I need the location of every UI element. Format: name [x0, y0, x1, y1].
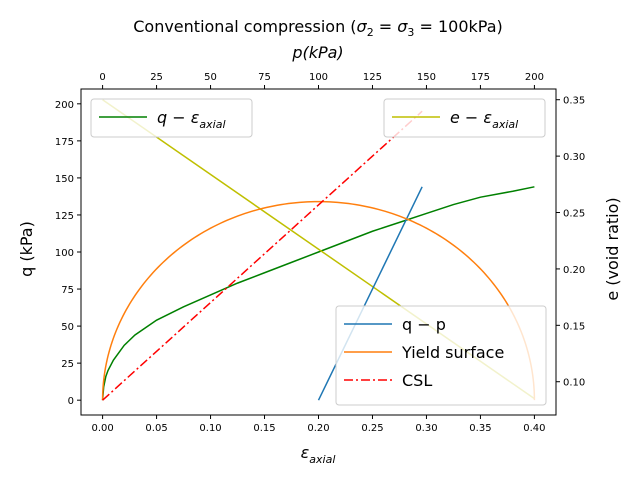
legend-label-csl: CSL — [402, 371, 432, 390]
left-tick-label: 0 — [68, 396, 74, 407]
left-axis-label: q (kPa) — [17, 221, 36, 277]
plot-frame — [80, 88, 557, 416]
right-tick-label: 0.35 — [563, 96, 585, 107]
legend-label-e-eps: e − εaxial — [450, 108, 518, 131]
bottom-tick-label: 0.35 — [469, 423, 491, 434]
left-tick-label: 25 — [61, 359, 74, 370]
legend-label-q-eps: q − εaxial — [157, 108, 226, 131]
left-tick-label: 75 — [61, 285, 74, 296]
bottom-tick-label: 0.30 — [415, 423, 437, 434]
top-tick-label: 100 — [309, 72, 328, 83]
left-tick-label: 50 — [61, 322, 74, 333]
series-csl-line — [102, 110, 423, 401]
top-tick-label: 25 — [150, 72, 163, 83]
legend-frame — [335, 305, 547, 406]
top-tick-label: 175 — [471, 72, 490, 83]
right-tick-label: 0.30 — [563, 152, 585, 163]
legend-frame — [90, 98, 253, 138]
left-tick-label: 175 — [55, 137, 74, 148]
legend-upper-left: q − εaxial — [90, 98, 253, 138]
bottom-tick-label: 0.00 — [91, 423, 113, 434]
right-tick-label: 0.25 — [563, 209, 585, 220]
bottom-tick-label: 0.20 — [307, 423, 329, 434]
top-tick-label: 75 — [258, 72, 271, 83]
chart-title: Conventional compression (σ2 = σ3 = 100k… — [133, 17, 503, 39]
right-tick-label: 0.20 — [563, 265, 585, 276]
right-tick-label: 0.15 — [563, 321, 585, 332]
left-tick-label: 125 — [55, 211, 74, 222]
right-axis-label: e (void ratio) — [603, 197, 622, 300]
bottom-tick-label: 0.15 — [253, 423, 275, 434]
bottom-tick-label: 0.10 — [199, 423, 221, 434]
top-tick-label: 0 — [99, 72, 105, 83]
top-tick-label: 125 — [363, 72, 382, 83]
bottom-tick-label: 0.05 — [145, 423, 167, 434]
series-q-eps-line — [101, 186, 535, 401]
legend-frame — [383, 98, 546, 138]
legend-lower-right: q − p Yield surface CSL — [335, 305, 547, 406]
left-tick-label: 200 — [55, 100, 74, 111]
top-tick-label: 150 — [417, 72, 436, 83]
bottom-tick-label: 0.40 — [523, 423, 545, 434]
bottom-axis-label: εaxial — [301, 443, 336, 466]
top-axis-label: p(kPa) — [291, 43, 343, 62]
legend-layer: q − εaxial e − εaxial q − p Yield surface CS… — [90, 98, 547, 406]
tick-layer: 0.00 0.05 0.10 0.15 0.20 0.25 0.30 0.35 0.40 0 25 5… — [55, 72, 585, 434]
left-tick-label: 100 — [55, 248, 74, 259]
legend-upper-right: e − εaxial — [383, 98, 546, 138]
bottom-tick-label: 0.25 — [361, 423, 383, 434]
legend-label-q-p: q − p — [402, 315, 446, 334]
top-tick-label: 50 — [204, 72, 217, 83]
legend-label-yield: Yield surface — [401, 343, 504, 362]
left-tick-label: 150 — [55, 174, 74, 185]
top-tick-label: 200 — [525, 72, 544, 83]
series-yield-line — [101, 200, 536, 401]
right-tick-label: 0.10 — [563, 378, 585, 389]
